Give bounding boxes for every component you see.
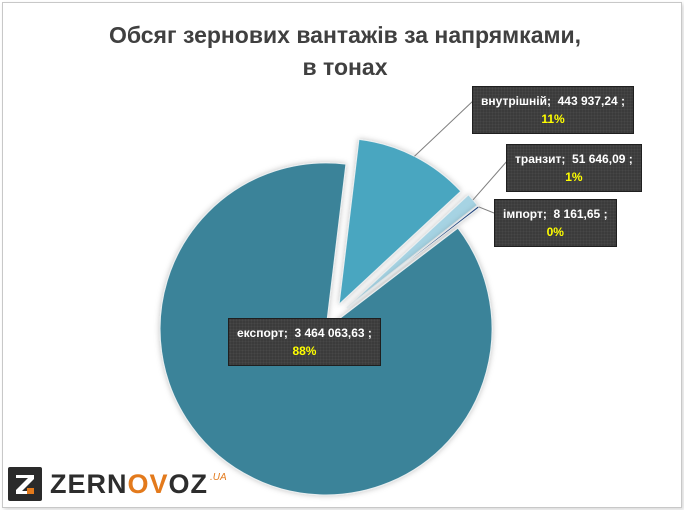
slice-name: транзит (515, 152, 562, 166)
logo-text-part1: ZERN (50, 468, 128, 499)
data-label-tranzyt: транзит; 51 646,09 ; 1% (506, 144, 642, 192)
data-label-eksport: експорт; 3 464 063,63 ; 88% (228, 318, 381, 366)
leader-line-0 (414, 99, 475, 157)
slice-percent: 0% (546, 225, 564, 239)
slice-value: 443 937,24 (557, 94, 618, 108)
pie-slice-0 (338, 138, 462, 306)
slice-value: 51 646,09 (572, 152, 626, 166)
z-logo-icon (8, 467, 42, 501)
chart-title-line2: в тонах (302, 54, 388, 80)
zernovoz-logo: ZERNOVOZ .UA (8, 466, 227, 502)
logo-suffix: .UA (210, 472, 227, 483)
slice-name: експорт (237, 326, 284, 340)
slice-percent: 1% (565, 170, 583, 184)
logo-text-part2: OV (127, 468, 169, 499)
data-label-vnutrishnii: внутрішній; 443 937,24 ; 11% (472, 86, 635, 134)
chart-title-line1: Обсяг зернових вантажів за напрямками, (108, 22, 582, 48)
leader-line-1 (472, 159, 509, 201)
slice-value: 3 464 063,63 (294, 326, 365, 340)
chart-title: Обсяг зернових вантажів за напрямками, в… (3, 19, 681, 83)
z-glyph (16, 475, 34, 494)
data-label-import: імпорт; 8 161,65 ; 0% (494, 199, 617, 247)
leader-line-2 (478, 206, 495, 214)
slice-percent: 88% (292, 344, 317, 358)
pie-slice-2 (347, 205, 480, 309)
slice-percent: 11% (541, 112, 565, 126)
slice-name: імпорт (503, 207, 543, 221)
slice-name: внутрішній (481, 94, 547, 108)
logo-wordmark: ZERNOVOZ (50, 469, 208, 500)
logo-text-part3: OZ (168, 468, 209, 499)
slice-value: 8 161,65 (553, 207, 601, 221)
